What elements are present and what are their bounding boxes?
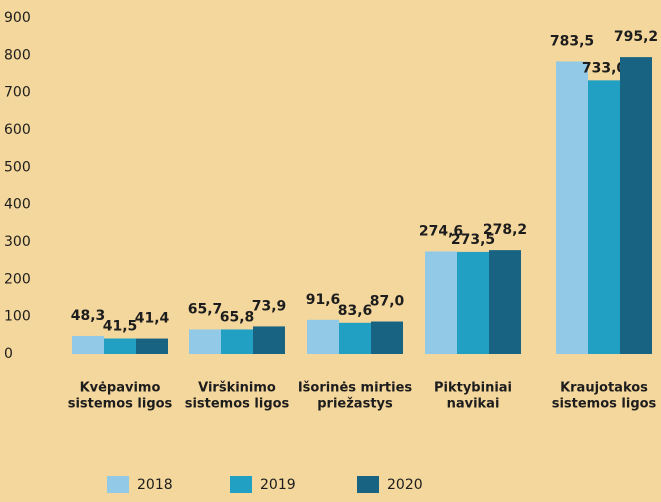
bar [556, 61, 588, 354]
value-label: 274,6 [419, 223, 463, 239]
legend-label: 2019 [260, 477, 296, 493]
bar [189, 329, 221, 354]
value-label: 783,5 [550, 33, 594, 49]
y-tick-label: 700 [4, 85, 31, 101]
bar [620, 57, 652, 354]
y-tick-label: 300 [4, 234, 31, 250]
value-label: 73,9 [252, 298, 287, 314]
bar [489, 250, 521, 354]
y-tick-label: 400 [4, 197, 31, 213]
x-tick-label: sistemos ligos [185, 397, 290, 412]
bar [72, 335, 104, 354]
legend-swatch [107, 476, 129, 493]
value-label: 278,2 [483, 222, 527, 238]
bar [371, 321, 403, 354]
legend-swatch [357, 476, 379, 493]
y-tick-label: 200 [4, 271, 31, 287]
value-label: 41,5 [103, 319, 138, 335]
bar [339, 322, 371, 354]
x-tick-label: priežastys [317, 397, 393, 412]
bar [425, 251, 457, 354]
value-label: 83,6 [338, 303, 373, 319]
value-label: 65,8 [220, 309, 255, 325]
value-label: 733,0 [582, 60, 627, 76]
value-label: 65,7 [188, 301, 223, 317]
value-label: 87,0 [370, 294, 405, 310]
x-tick-label: navikai [447, 397, 500, 412]
y-tick-label: 600 [4, 122, 31, 138]
bar [307, 319, 339, 354]
x-tick-label: Kvėpavimo [80, 381, 161, 396]
bar [457, 251, 489, 354]
x-tick-label: Išorinės mirties [298, 381, 413, 396]
y-tick-label: 0 [4, 346, 13, 362]
x-tick-label: sistemos ligos [552, 397, 657, 412]
value-label: 795,2 [614, 29, 658, 45]
x-tick-label: Piktybiniai [434, 381, 512, 396]
bar [104, 338, 136, 354]
value-label: 41,4 [135, 311, 170, 327]
bar [253, 326, 285, 354]
legend-label: 2020 [387, 477, 423, 493]
bar [588, 80, 620, 354]
bar [136, 338, 168, 354]
y-tick-label: 900 [4, 10, 31, 26]
value-label: 48,3 [71, 308, 106, 324]
value-label: 91,6 [306, 292, 341, 308]
x-tick-label: sistemos ligos [68, 397, 173, 412]
bar [221, 329, 253, 354]
legend-label: 2018 [137, 477, 173, 493]
value-label: 273,5 [451, 232, 495, 248]
x-tick-label: Virškinimo [198, 381, 276, 396]
x-tick-label: Kraujotakos [560, 381, 648, 396]
legend-swatch [230, 476, 252, 493]
y-tick-label: 100 [4, 309, 31, 325]
y-tick-label: 800 [4, 47, 31, 63]
y-tick-label: 500 [4, 159, 31, 175]
